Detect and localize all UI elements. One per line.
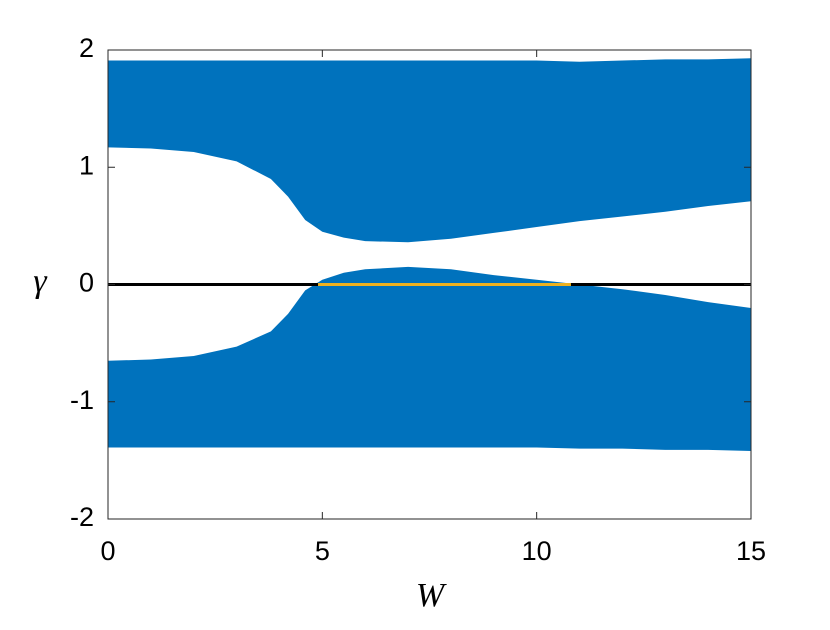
y-tick-label: -1	[70, 385, 94, 415]
y-axis-label: γ	[33, 263, 48, 300]
x-tick-label: 10	[522, 536, 552, 566]
y-tick-label: -2	[70, 502, 94, 532]
y-tick-label: 0	[79, 268, 94, 298]
y-tick-label: 2	[79, 33, 94, 63]
x-tick-label: 0	[100, 536, 115, 566]
x-tick-label: 15	[736, 536, 766, 566]
y-tick-label: 1	[79, 150, 94, 180]
band	[108, 58, 751, 243]
x-axis-label: W	[416, 577, 447, 614]
x-tick-label: 5	[315, 536, 330, 566]
band	[108, 266, 751, 451]
